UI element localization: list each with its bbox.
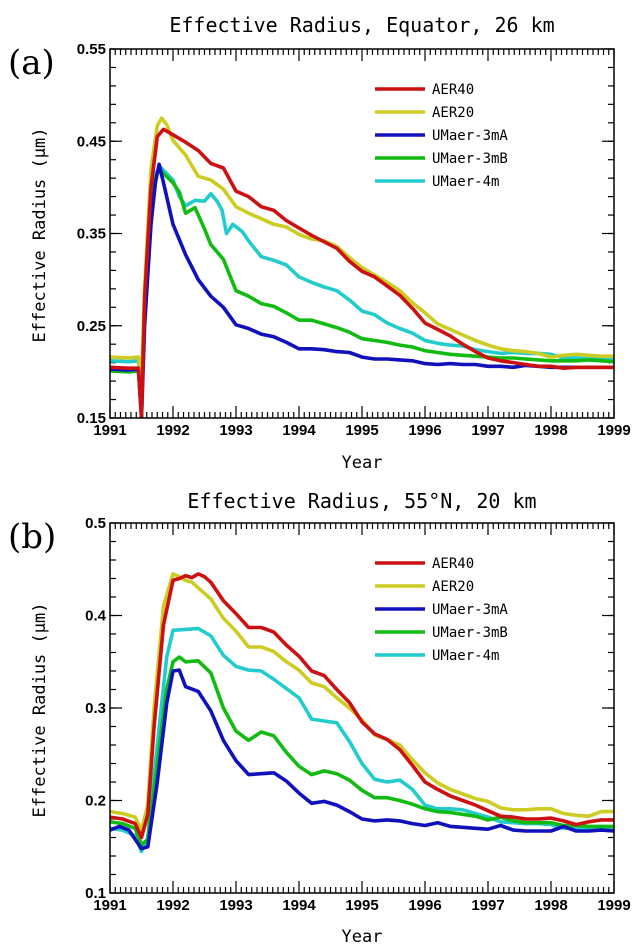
x-tick-label: 1991 [93, 422, 126, 439]
y-tick-label: 0.35 [77, 226, 106, 243]
series-a [110, 116, 614, 418]
y-tick-label: 0.45 [77, 133, 106, 150]
x-tick-label: 1993 [219, 897, 252, 914]
legend-label-aer20: AER20 [432, 579, 474, 595]
legend-label-umaer-4m: UMaer-4m [432, 648, 499, 664]
series-line-aer20 [110, 572, 614, 832]
legend-label-umaer-3mb: UMaer-3mB [432, 625, 508, 641]
x-tick-label: 1999 [597, 897, 630, 914]
x-tick-label: 1996 [408, 897, 441, 914]
plot-frame-b [109, 522, 615, 894]
legend-label-umaer-4m: UMaer-4m [432, 174, 499, 190]
legend-label-aer40: AER40 [432, 82, 474, 98]
series-line-umaer-3mb [110, 655, 614, 847]
x-tick-label: 1996 [408, 422, 441, 439]
x-tick-label: 1999 [597, 422, 630, 439]
x-axis-label-b: Year [342, 927, 383, 945]
panel-a: (a) Effective Radius, Equator, 26 km Eff… [8, 13, 631, 473]
x-tick-label: 1995 [345, 422, 378, 439]
legend-label-umaer-3mb: UMaer-3mB [432, 151, 508, 167]
series-b [110, 572, 614, 854]
series-line-aer40 [110, 127, 614, 418]
x-tick-label: 1992 [156, 422, 189, 439]
ticks-b: 1991 1992 1993 1994 1995 1996 1997 1998 1999 0.1 0… [85, 515, 631, 914]
y-tick-label: 0.1 [85, 885, 106, 902]
x-tick-label: 1998 [534, 422, 567, 439]
panel-label-a: (a) [8, 43, 55, 83]
legend-label-aer40: AER40 [432, 556, 474, 572]
y-axis-label-b: Effective Radius (μm) [30, 603, 50, 818]
plot-frame-a [109, 48, 615, 419]
chart-title-b: Effective Radius, 55°N, 20 km [187, 489, 536, 513]
y-tick-label: 0.5 [85, 515, 106, 532]
series-line-aer20 [110, 116, 614, 383]
legend-a: AER40 AER20 UMaer-3mA UMaer-3mB UMaer-4m [375, 82, 508, 190]
chart-title-a: Effective Radius, Equator, 26 km [169, 13, 554, 37]
panel-b: (b) Effective Radius, 55°N, 20 km Effect… [8, 489, 631, 945]
y-tick-label: 0.55 [77, 41, 106, 58]
series-line-umaer-3ma [110, 162, 614, 418]
x-tick-label: 1991 [93, 897, 126, 914]
y-tick-label: 0.2 [85, 793, 106, 810]
x-tick-label: 1995 [345, 897, 378, 914]
x-tick-label: 1998 [534, 897, 567, 914]
legend-label-aer20: AER20 [432, 105, 474, 121]
y-tick-label: 0.3 [85, 700, 106, 717]
y-axis-label-a: Effective Radius (μm) [30, 128, 50, 343]
series-line-aer40 [110, 572, 614, 840]
y-tick-label: 0.15 [77, 410, 106, 427]
series-line-umaer-3ma [110, 668, 614, 851]
legend-label-umaer-3ma: UMaer-3mA [432, 602, 508, 618]
x-tick-label: 1994 [282, 422, 316, 439]
panel-label-b: (b) [8, 517, 56, 557]
legend-b: AER40 AER20 UMaer-3mA UMaer-3mB UMaer-4m [375, 556, 508, 664]
legend-label-umaer-3ma: UMaer-3mA [432, 128, 508, 144]
x-tick-label: 1997 [471, 897, 504, 914]
x-tick-label: 1992 [156, 897, 189, 914]
x-tick-label: 1994 [282, 897, 316, 914]
y-tick-label: 0.25 [77, 318, 106, 335]
x-axis-label-a: Year [342, 453, 383, 473]
ticks-a: 1991 1992 1993 1994 1995 1996 1997 1998 1999 0.15… [77, 41, 631, 439]
x-tick-label: 1997 [471, 422, 504, 439]
y-tick-label: 0.4 [85, 608, 107, 625]
x-tick-label: 1993 [219, 422, 252, 439]
